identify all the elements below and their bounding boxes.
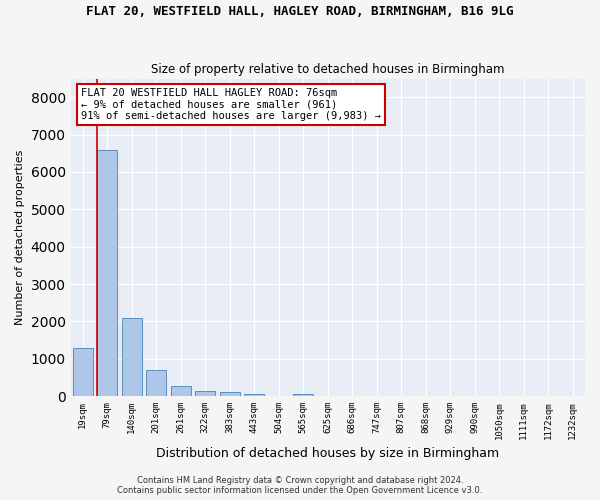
Text: FLAT 20 WESTFIELD HALL HAGLEY ROAD: 76sqm
← 9% of detached houses are smaller (9: FLAT 20 WESTFIELD HALL HAGLEY ROAD: 76sq… xyxy=(81,88,381,122)
Y-axis label: Number of detached properties: Number of detached properties xyxy=(15,150,25,325)
Bar xyxy=(73,348,92,396)
Bar xyxy=(220,392,239,396)
Bar xyxy=(146,370,166,396)
X-axis label: Distribution of detached houses by size in Birmingham: Distribution of detached houses by size … xyxy=(156,447,499,460)
Bar xyxy=(171,386,191,396)
Text: FLAT 20, WESTFIELD HALL, HAGLEY ROAD, BIRMINGHAM, B16 9LG: FLAT 20, WESTFIELD HALL, HAGLEY ROAD, BI… xyxy=(86,5,514,18)
Bar xyxy=(97,150,117,396)
Bar xyxy=(196,390,215,396)
Title: Size of property relative to detached houses in Birmingham: Size of property relative to detached ho… xyxy=(151,63,505,76)
Bar xyxy=(244,394,264,396)
Text: Contains HM Land Registry data © Crown copyright and database right 2024.
Contai: Contains HM Land Registry data © Crown c… xyxy=(118,476,482,495)
Bar xyxy=(293,394,313,396)
Bar xyxy=(122,318,142,396)
